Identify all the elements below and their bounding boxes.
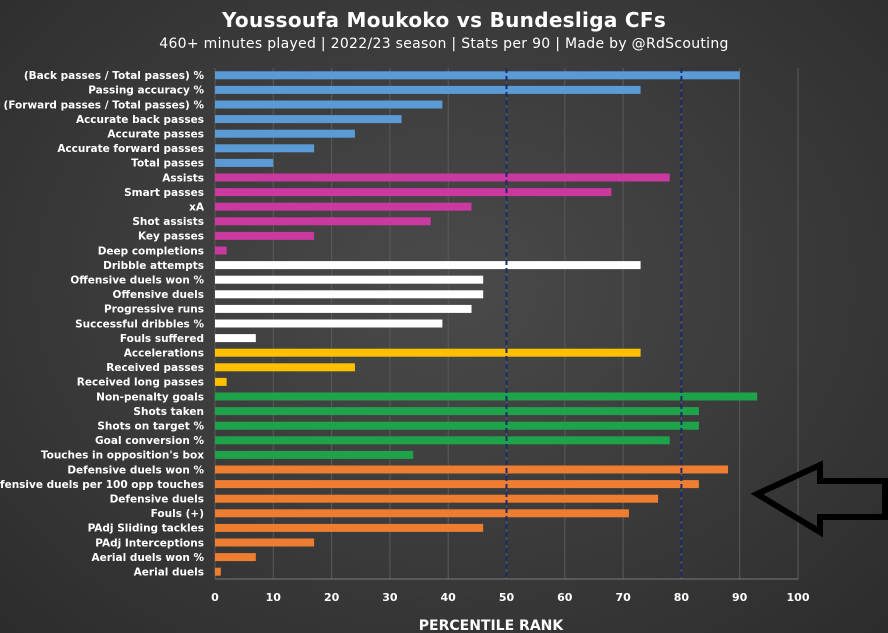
category-labels-layer: (Back passes / Total passes) % Passing ac… xyxy=(0,70,205,578)
category-label: Deep completions xyxy=(98,245,204,257)
bar xyxy=(215,115,402,124)
bar xyxy=(215,480,699,489)
category-label: Shots taken xyxy=(133,406,204,418)
category-label: Aerial duels won % xyxy=(91,552,204,564)
category-label: PAdj Sliding tackles xyxy=(88,523,204,535)
x-tick-label: 90 xyxy=(732,591,748,604)
category-label: Defensive duels per 100 opp touches xyxy=(0,479,204,491)
x-tick-label: 20 xyxy=(324,591,340,604)
x-tick-label: 40 xyxy=(441,591,457,604)
bar xyxy=(215,71,740,80)
category-label: Smart passes xyxy=(124,187,204,199)
x-tick-label: 60 xyxy=(557,591,573,604)
category-label: PAdj Interceptions xyxy=(95,537,204,549)
bar xyxy=(215,290,484,299)
category-label: Shots on target % xyxy=(97,421,204,433)
reference-lines-layer xyxy=(505,68,683,579)
arrow-annotation-icon xyxy=(750,460,888,538)
category-label: Accurate passes xyxy=(107,129,204,141)
category-label: Total passes xyxy=(131,158,204,170)
category-label: Accurate forward passes xyxy=(57,143,204,155)
category-label: Offensive duels won % xyxy=(70,275,204,287)
bar xyxy=(215,465,729,474)
category-label: Key passes xyxy=(138,231,204,243)
bar xyxy=(215,231,315,240)
category-label: Passing accuracy % xyxy=(88,85,204,97)
bar xyxy=(215,363,355,372)
chart-title: Youssoufa Moukoko vs Bundesliga CFs xyxy=(221,8,667,32)
category-label: Touches in opposition's box xyxy=(41,450,204,462)
category-label: Dribble attempts xyxy=(103,260,204,272)
x-tick-label: 30 xyxy=(382,591,398,604)
x-ticks-layer: 0 10 20 30 40 50 60 70 80 90 100 xyxy=(211,591,810,604)
bar xyxy=(215,392,758,401)
bar xyxy=(215,246,227,255)
bar xyxy=(215,319,443,328)
bar xyxy=(215,275,484,284)
category-label: Goal conversion % xyxy=(95,435,204,447)
bar xyxy=(215,188,612,197)
bar xyxy=(215,100,443,109)
bar xyxy=(215,202,472,211)
category-label: Accelerations xyxy=(124,348,204,360)
bar xyxy=(215,261,641,270)
bar xyxy=(215,348,641,357)
bar xyxy=(215,421,699,430)
category-label: Successful dribbles % xyxy=(75,318,204,330)
bar xyxy=(215,450,414,459)
bar xyxy=(215,523,484,532)
category-label: (Forward passes / Total passes) % xyxy=(4,99,205,111)
x-tick-label: 100 xyxy=(787,591,810,604)
x-tick-label: 0 xyxy=(211,591,219,604)
category-label: Defensive duels xyxy=(110,494,204,506)
bar xyxy=(215,509,629,518)
category-label: Received long passes xyxy=(77,377,204,389)
bar xyxy=(215,567,221,576)
x-tick-label: 10 xyxy=(266,591,282,604)
category-label: Non-penalty goals xyxy=(96,391,204,403)
x-axis-title: PERCENTILE RANK xyxy=(419,618,565,633)
bars-layer xyxy=(215,71,758,576)
category-label: Received passes xyxy=(106,362,204,374)
x-tick-label: 80 xyxy=(674,591,690,604)
bar xyxy=(215,436,670,445)
category-label: (Back passes / Total passes) % xyxy=(24,70,205,82)
bar xyxy=(215,334,256,343)
bar xyxy=(215,553,256,562)
category-label: Offensive duels xyxy=(113,289,204,301)
bar xyxy=(215,144,315,153)
x-tick-label: 70 xyxy=(615,591,631,604)
bar xyxy=(215,494,659,503)
bar xyxy=(215,304,472,313)
category-label: Fouls (+) xyxy=(151,508,204,520)
x-tick-label: 50 xyxy=(499,591,515,604)
bar xyxy=(215,129,355,138)
bar xyxy=(215,407,699,416)
category-label: xA xyxy=(189,202,205,214)
bar xyxy=(215,173,670,182)
bar xyxy=(215,217,431,226)
category-label: Aerial duels xyxy=(134,567,204,579)
chart-subtitle: 460+ minutes played | 2022/23 season | S… xyxy=(159,36,729,52)
category-label: Defensive duels won % xyxy=(67,464,204,476)
bar xyxy=(215,158,274,167)
bar xyxy=(215,85,641,94)
category-label: Shot assists xyxy=(132,216,204,228)
bar xyxy=(215,377,227,386)
category-label: Accurate back passes xyxy=(76,114,204,126)
bar xyxy=(215,538,315,547)
category-label: Progressive runs xyxy=(104,304,204,316)
category-label: Fouls suffered xyxy=(120,333,204,345)
category-label: Assists xyxy=(162,172,204,184)
